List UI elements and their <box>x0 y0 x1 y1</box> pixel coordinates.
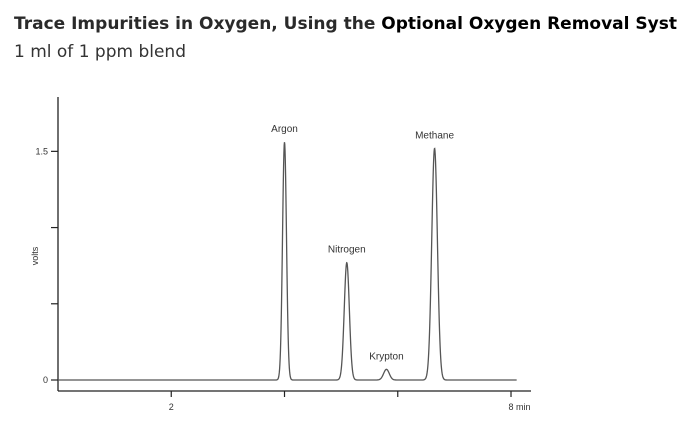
x-tick-label: 8 <box>509 402 514 412</box>
peak-label-methane: Methane <box>415 130 454 141</box>
title-prefix: Trace Impurities in Oxygen, Using the <box>14 14 382 34</box>
axes <box>57 97 531 392</box>
y-axis-label: volts <box>30 246 40 265</box>
y-tick-label: 0 <box>43 375 48 385</box>
peak-label-nitrogen: Nitrogen <box>328 245 366 256</box>
x-tick-label: 2 <box>169 402 174 412</box>
peak-label-krypton: Krypton <box>369 351 403 362</box>
signal-trace <box>58 142 517 381</box>
x-unit-label: min <box>516 402 531 412</box>
ticks: 0 1.5 2 8 min <box>35 146 530 412</box>
chart-subtitle: 1 ml of 1 ppm blend <box>14 42 187 62</box>
peak-labels: Argon Nitrogen Krypton Methane <box>271 124 454 362</box>
chart-title: Trace Impurities in Oxygen, Using the Op… <box>14 14 677 34</box>
oxygen-removal-link[interactable]: Optional Oxygen Removal System <box>381 14 677 34</box>
peak-label-argon: Argon <box>271 124 298 135</box>
y-tick-label: 1.5 <box>35 146 48 156</box>
